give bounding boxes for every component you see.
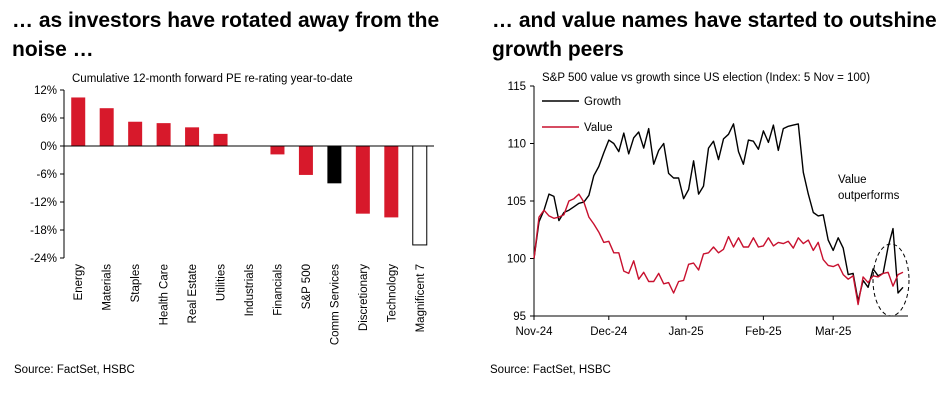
bar-magnificent-7 [412, 145, 428, 246]
x-category-label: Industrials [244, 264, 256, 317]
y-tick-label: 6% [40, 113, 57, 125]
x-category-label: Financials [272, 264, 284, 316]
x-category-label: Technology [386, 264, 398, 322]
y-tick-label: 95 [513, 311, 526, 323]
bar-staples [128, 121, 143, 146]
y-tick-label: -6% [37, 169, 57, 181]
y-tick-label: 115 [508, 81, 526, 93]
bar-technology [384, 146, 399, 218]
left-panel: … as investors have rotated away from th… [0, 0, 470, 405]
x-category-label: Real Estate [187, 264, 199, 323]
annotation-dashed-circle [872, 243, 910, 317]
legend-label-value: Value [584, 122, 613, 134]
left-source: Source: FactSet, HSBC [14, 364, 135, 376]
right-panel: … and value names have started to outshi… [478, 0, 950, 405]
x-category-label: Utilities [216, 264, 228, 301]
bar-real-estate [185, 127, 200, 146]
x-tick-label: Feb-25 [745, 326, 781, 338]
bar-health-care [156, 123, 171, 146]
x-category-label: Materials [102, 264, 114, 311]
bar-energy [71, 97, 86, 146]
y-tick-label: 100 [507, 254, 526, 266]
bar-s-p-500 [298, 146, 313, 175]
x-category-label: Health Care [159, 264, 171, 325]
y-tick-label: 105 [507, 196, 526, 208]
series-line-growth [533, 123, 904, 302]
annotation-label: Value [838, 174, 867, 186]
bar-utilities [213, 133, 228, 146]
x-category-label: Comm Services [329, 264, 341, 345]
y-tick-label: -24% [30, 253, 57, 265]
x-category-label: Discretionary [358, 264, 370, 331]
y-tick-label: 110 [508, 139, 526, 151]
right-headline: … and value names have started to outshi… [492, 9, 937, 61]
left-headline: … as investors have rotated away from th… [12, 9, 440, 61]
y-tick-label: -12% [30, 197, 57, 209]
x-category-label: Staples [130, 264, 142, 303]
y-tick-label: -18% [30, 225, 57, 237]
right-source: Source: FactSet, HSBC [490, 364, 611, 376]
x-tick-label: Jan-25 [669, 326, 704, 338]
legend-label-growth: Growth [584, 96, 621, 108]
x-tick-label: Nov-24 [515, 326, 553, 338]
sector-pe-bar-chart: Cumulative 12-month forward PE re-rating… [30, 73, 434, 345]
line-chart-title: S&P 500 value vs growth since US electio… [542, 72, 870, 84]
x-category-label: Energy [73, 264, 85, 301]
y-tick-label: 0% [40, 141, 57, 153]
value-vs-growth-line-chart: S&P 500 value vs growth since US electio… [507, 72, 910, 338]
annotation-label: outperforms [838, 190, 900, 202]
bar-comm-services [327, 146, 342, 184]
x-tick-label: Dec-24 [590, 326, 628, 338]
y-tick-label: 12% [34, 85, 57, 97]
bar-materials [99, 108, 114, 146]
x-tick-label: Mar-25 [815, 326, 851, 338]
bar-discretionary [355, 146, 370, 214]
x-category-label: S&P 500 [301, 264, 313, 309]
bar-financials [270, 146, 285, 155]
series-line-value [533, 193, 904, 306]
bar-chart-title: Cumulative 12-month forward PE re-rating… [72, 73, 353, 85]
x-category-label: Magnificent 7 [415, 264, 427, 332]
